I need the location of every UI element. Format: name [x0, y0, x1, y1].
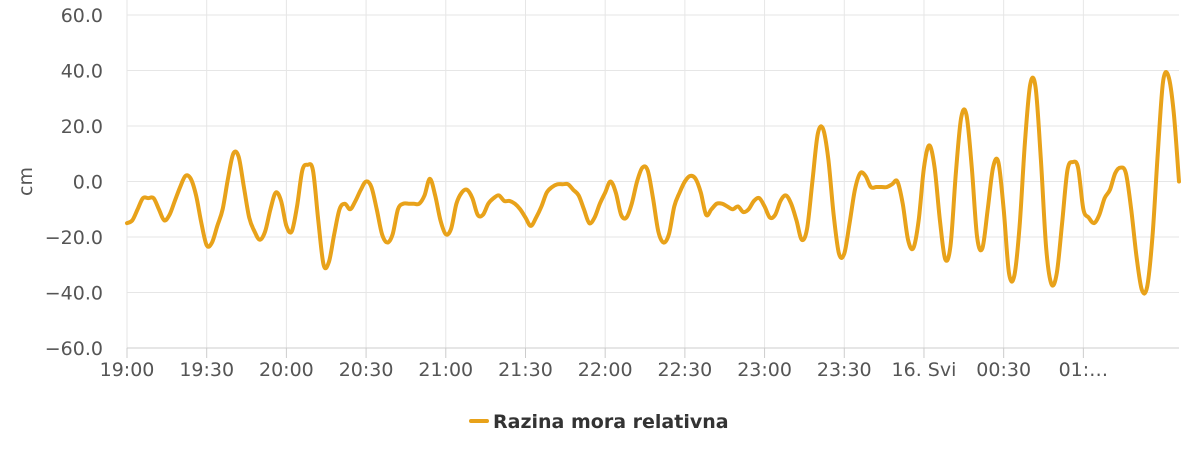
y-tick-label: −40.0	[45, 283, 103, 305]
y-tick-label: 20.0	[61, 116, 103, 138]
x-tick-label: 00:30	[976, 359, 1031, 381]
y-tick-label: 40.0	[61, 61, 103, 83]
grid-lines	[126, 0, 1179, 349]
y-tick-label: 0.0	[73, 172, 103, 194]
x-tick-label: 16. Svi	[892, 359, 957, 381]
x-axis: 19:00 19:30 20:00 20:30 21:00 21:30 22:00 22:30…	[100, 347, 1179, 381]
x-tick-label: 23:00	[737, 359, 792, 381]
x-tick-label: 21:30	[498, 359, 553, 381]
x-tick-label: 20:00	[259, 359, 314, 381]
series-line	[125, 70, 1181, 296]
y-tick-label: 60.0	[61, 5, 103, 27]
x-tick-label: 22:30	[657, 359, 712, 381]
x-tick-label: 19:30	[179, 359, 234, 381]
x-tick-label: 22:00	[578, 359, 633, 381]
legend: Razina mora relativna	[469, 411, 729, 433]
x-tick-label: 01:…	[1059, 359, 1109, 381]
x-tick-label: 19:00	[100, 359, 155, 381]
x-tick-label: 23:30	[817, 359, 872, 381]
y-tick-label: −60.0	[45, 338, 103, 360]
series-group	[125, 70, 1181, 296]
x-tick-label: 20:30	[339, 359, 394, 381]
y-tick-label: −20.0	[45, 227, 103, 249]
legend-label[interactable]: Razina mora relativna	[493, 411, 729, 433]
y-axis: 60.0 40.0 20.0 0.0 −20.0 −40.0 −60.0 cm	[15, 5, 103, 360]
x-tick-label: 21:00	[418, 359, 473, 381]
y-axis-title: cm	[15, 167, 37, 196]
